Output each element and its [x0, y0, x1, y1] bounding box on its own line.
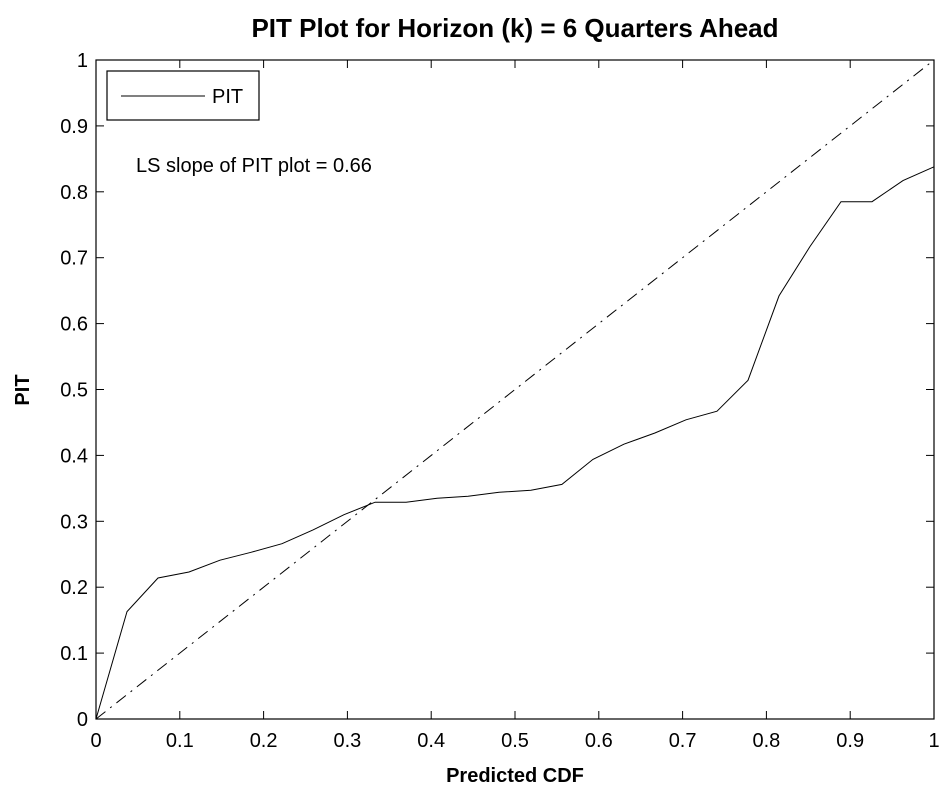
- y-tick-label: 0.5: [60, 380, 88, 402]
- chart-title: PIT Plot for Horizon (k) = 6 Quarters Ah…: [251, 13, 778, 43]
- x-tick-label: 0.2: [250, 730, 278, 752]
- y-tick-label: 1: [77, 50, 88, 72]
- x-tick-label: 0.6: [585, 730, 613, 752]
- y-axis-ticks: 0 0.1 0.2 0.3 0.4 0.5 0.6 0.7 0.8 0.9 1: [60, 50, 934, 731]
- y-tick-label: 0.3: [60, 511, 88, 533]
- x-tick-label: 0: [90, 730, 101, 752]
- legend: PIT: [106, 70, 260, 121]
- x-tick-label: 0.4: [417, 730, 445, 752]
- y-tick-label: 0.7: [60, 248, 88, 270]
- x-tick-label: 0.5: [501, 730, 529, 752]
- y-tick-label: 0.8: [60, 182, 88, 204]
- y-tick-label: 0.6: [60, 314, 88, 336]
- x-tick-label: 1: [928, 730, 939, 752]
- x-tick-label: 0.9: [836, 730, 864, 752]
- legend-entry-pit: PIT: [212, 86, 243, 108]
- slope-annotation: LS slope of PIT plot = 0.66: [136, 155, 372, 177]
- x-tick-label: 0.8: [752, 730, 780, 752]
- y-tick-label: 0.4: [60, 445, 88, 467]
- x-axis-label: Predicted CDF: [446, 765, 584, 787]
- y-tick-label: 0.1: [60, 643, 88, 665]
- series-line-pit: [95, 166, 935, 720]
- x-axis-ticks: 0 0.1 0.2 0.3 0.4 0.5 0.6 0.7 0.8 0.9 1: [90, 60, 940, 752]
- x-tick-label: 0.7: [669, 730, 697, 752]
- y-axis-label: PIT: [12, 374, 34, 405]
- y-tick-label: 0: [77, 709, 88, 731]
- x-tick-label: 0.3: [333, 730, 361, 752]
- plot-frame: [95, 59, 935, 720]
- y-tick-label: 0.2: [60, 577, 88, 599]
- series-layer: [95, 59, 935, 720]
- x-tick-label: 0.1: [166, 730, 194, 752]
- y-tick-label: 0.9: [60, 116, 88, 138]
- reference-diagonal-line: [95, 59, 935, 720]
